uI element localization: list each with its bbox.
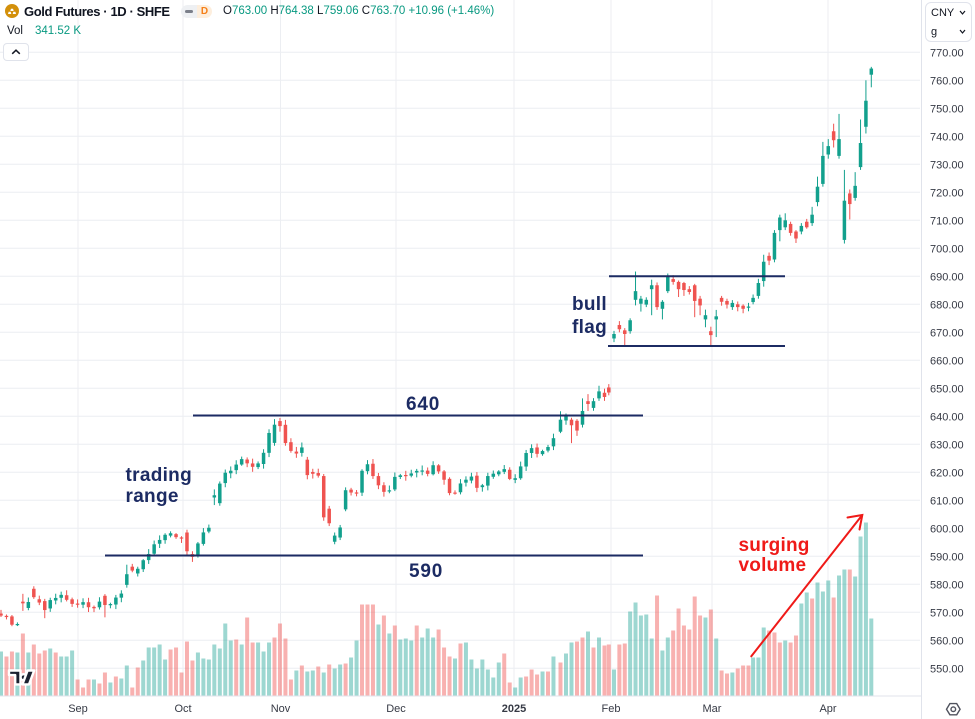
svg-text:550.00: 550.00 [930,663,964,675]
svg-text:560.00: 560.00 [930,635,964,647]
svg-text:770.00: 770.00 [930,47,964,59]
svg-text:660.00: 660.00 [930,355,964,367]
svg-text:2025: 2025 [502,703,526,715]
svg-text:range: range [126,486,179,507]
svg-text:Apr: Apr [819,703,836,715]
svg-text:Nov: Nov [271,703,291,715]
svg-text:590: 590 [409,561,443,582]
svg-text:flag: flag [572,317,607,338]
svg-text:630.00: 630.00 [930,439,964,451]
svg-text:670.00: 670.00 [930,327,964,339]
svg-text:690.00: 690.00 [930,271,964,283]
svg-text:650.00: 650.00 [930,383,964,395]
svg-text:720.00: 720.00 [930,187,964,199]
svg-text:bull: bull [572,294,607,315]
svg-text:Dec: Dec [386,703,406,715]
svg-text:Sep: Sep [68,703,88,715]
svg-text:Oct: Oct [174,703,191,715]
svg-text:710.00: 710.00 [930,215,964,227]
svg-text:760.00: 760.00 [930,75,964,87]
svg-text:600.00: 600.00 [930,523,964,535]
svg-text:620.00: 620.00 [930,467,964,479]
svg-text:Mar: Mar [703,703,722,715]
svg-text:680.00: 680.00 [930,299,964,311]
svg-text:610.00: 610.00 [930,495,964,507]
svg-text:volume: volume [739,555,807,576]
svg-text:700.00: 700.00 [930,243,964,255]
svg-text:Feb: Feb [602,703,621,715]
svg-text:640.00: 640.00 [930,411,964,423]
svg-text:740.00: 740.00 [930,131,964,143]
svg-text:730.00: 730.00 [930,159,964,171]
svg-text:trading: trading [126,465,193,486]
svg-text:640: 640 [406,394,440,415]
svg-text:570.00: 570.00 [930,607,964,619]
svg-text:750.00: 750.00 [930,103,964,115]
svg-text:590.00: 590.00 [930,551,964,563]
svg-text:surging: surging [739,535,810,556]
svg-text:580.00: 580.00 [930,579,964,591]
